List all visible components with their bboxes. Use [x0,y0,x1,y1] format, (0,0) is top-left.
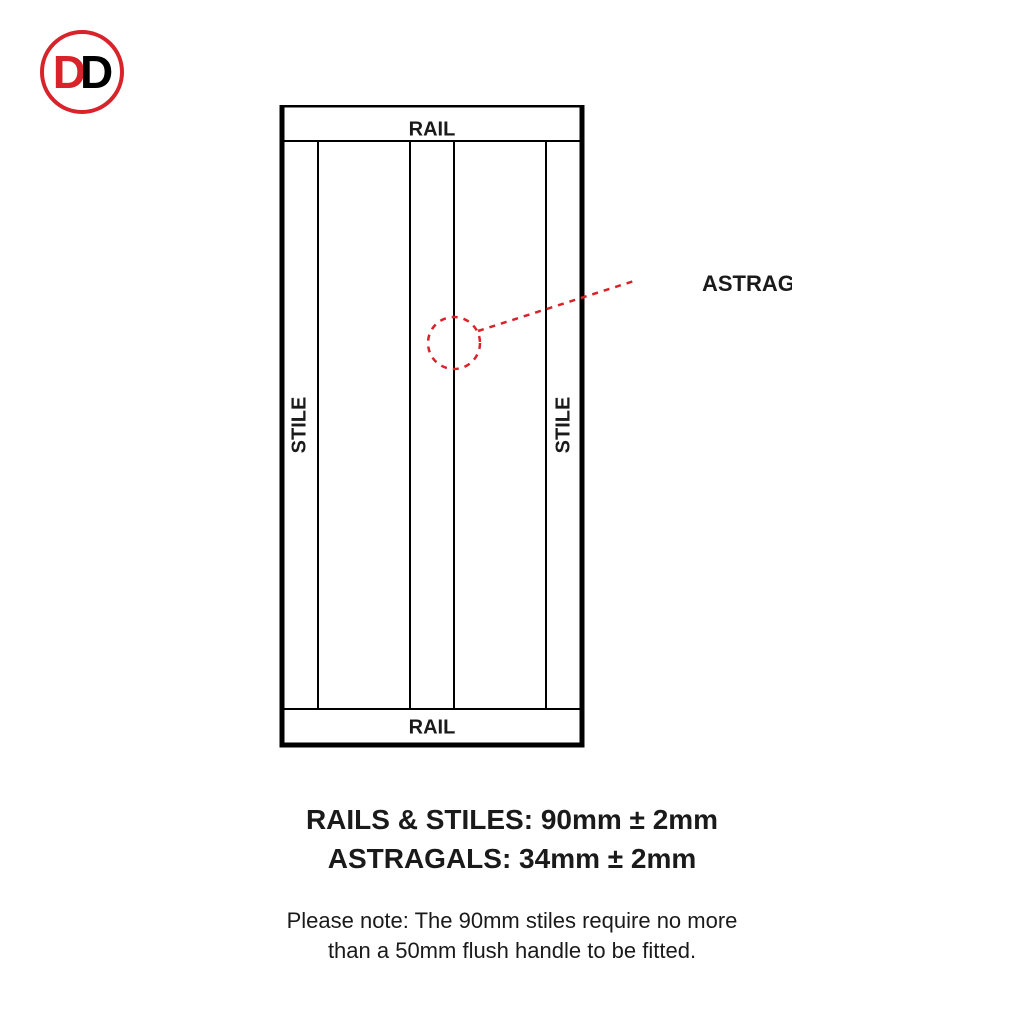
label-stile_right: STILE [552,397,574,454]
dd-logo-text: DD [53,49,107,95]
spec-astragals: ASTRAGALS: 34mm ± 2mm [0,839,1024,878]
label-stile_left: STILE [288,397,310,454]
door-diagram-svg: RAIL RAIL STILE STILE ASTRAGAL [232,105,792,765]
caption-block: RAILS & STILES: 90mm ± 2mm ASTRAGALS: 34… [0,800,1024,966]
spec-rails-stiles: RAILS & STILES: 90mm ± 2mm [0,800,1024,839]
label-astragal: ASTRAGAL [702,271,792,296]
dd-logo-d1: D [53,46,80,98]
door-diagram: RAIL RAIL STILE STILE ASTRAGAL [232,105,792,770]
label-rail_top: RAIL [409,118,456,140]
note-line-1: Please note: The 90mm stiles require no … [0,906,1024,936]
dd-logo: DD [40,30,124,114]
note-line-2: than a 50mm flush handle to be fitted. [0,936,1024,966]
dd-logo-d2: D [80,46,107,98]
label-rail_bottom: RAIL [409,716,456,738]
